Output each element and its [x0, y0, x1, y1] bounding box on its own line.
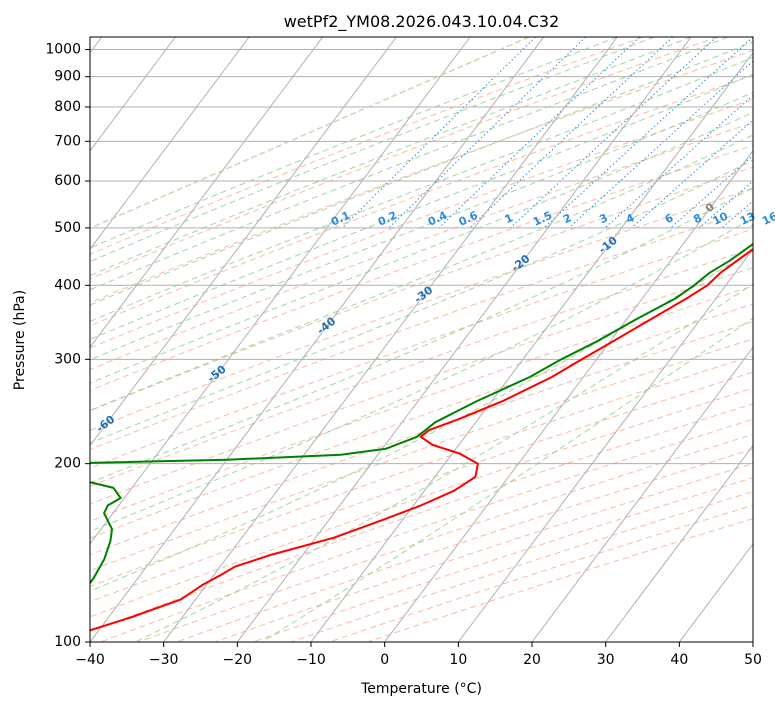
y-tick-label: 300	[54, 351, 81, 367]
x-tick-label: −30	[149, 652, 179, 668]
mixing-ratio-line	[543, 37, 753, 229]
moist-adiabat	[90, 134, 753, 411]
isotherm-line	[90, 37, 176, 152]
mixing-ratio-label: 16	[760, 209, 775, 227]
moist-adiabat	[90, 159, 753, 444]
x-tick-label: 0	[380, 652, 389, 668]
dry-adiabat	[90, 338, 753, 572]
isotherm-line	[457, 248, 753, 642]
dry-adiabat	[90, 321, 753, 556]
isotherm-line	[90, 37, 324, 349]
y-axis: 100 200 300 400 500 600 700 800 900 1000	[45, 42, 90, 650]
y-tick-label: 400	[54, 277, 81, 293]
series-layer	[90, 242, 753, 632]
dry-adiabat	[90, 187, 753, 432]
x-tick-label: −40	[75, 652, 105, 668]
dry-adiabat	[90, 37, 718, 280]
dry-adiabat	[90, 208, 753, 451]
x-tick-label: 40	[670, 652, 688, 668]
dry-adiabat	[90, 98, 753, 349]
x-tick-label: 10	[449, 652, 467, 668]
dry-adiabat	[176, 448, 753, 642]
moist-adiabat	[90, 73, 753, 340]
dry-adiabat	[90, 144, 753, 392]
moist-adiabat	[90, 37, 729, 291]
moist-adiabat	[90, 91, 753, 361]
chart-title: wetPf2_YM08.2026.043.10.04.C32	[284, 12, 560, 32]
mixing-ratio-label: 10	[711, 209, 731, 227]
dry-adiabat	[90, 122, 753, 371]
isotherm-line	[531, 346, 753, 642]
plot-frame	[89, 36, 754, 643]
dewpoint-profile-line	[90, 242, 753, 585]
dry-adiabat	[290, 491, 753, 642]
y-tick-label: 200	[54, 456, 81, 472]
isotherm-line	[90, 37, 397, 447]
isotherm-line	[163, 37, 618, 642]
y-tick-label: 100	[54, 634, 81, 650]
background-lines	[90, 37, 753, 642]
y-tick-label: 700	[54, 133, 81, 149]
temperature-profile-line	[90, 248, 753, 632]
y-tick-label: 600	[54, 173, 81, 189]
x-axis-title: Temperature (°C)	[360, 681, 482, 697]
x-axis: −40 −30 −20 −10 0 10 20 30 40 50	[75, 642, 762, 668]
isotherm-line	[90, 37, 545, 642]
isotherm-line	[310, 51, 753, 642]
moist-adiabat	[134, 283, 753, 642]
isotherm-line	[605, 444, 753, 642]
lcl-curve	[90, 37, 530, 230]
y-tick-label: 500	[54, 220, 81, 236]
moist-adiabat	[90, 37, 618, 249]
isotherm-line	[90, 37, 250, 250]
x-tick-label: 30	[597, 652, 615, 668]
moist-adiabat	[90, 56, 753, 323]
mixing-ratio-line	[568, 60, 753, 229]
isotherm-line	[90, 37, 471, 545]
mixing-ratio-line	[510, 37, 717, 229]
dry-adiabat	[214, 462, 753, 642]
moist-adiabat	[261, 317, 753, 642]
y-tick-label: 800	[54, 99, 81, 115]
y-tick-label: 900	[54, 69, 81, 85]
dry-adiabat	[138, 433, 753, 642]
isotherm-line	[384, 150, 753, 642]
x-tick-label: 50	[744, 652, 762, 668]
x-tick-label: −10	[296, 652, 326, 668]
dry-adiabat	[328, 504, 753, 642]
isotherm-line	[236, 37, 692, 642]
dry-adiabat	[90, 228, 753, 469]
mixing-ratio-line	[670, 154, 753, 229]
dry-adiabat	[90, 166, 753, 412]
y-axis-title: Pressure (hPa)	[12, 290, 28, 390]
y-tick-label: 1000	[45, 42, 81, 58]
x-tick-label: −20	[223, 652, 253, 668]
dry-adiabat	[252, 477, 753, 642]
x-tick-label: 20	[523, 652, 541, 668]
